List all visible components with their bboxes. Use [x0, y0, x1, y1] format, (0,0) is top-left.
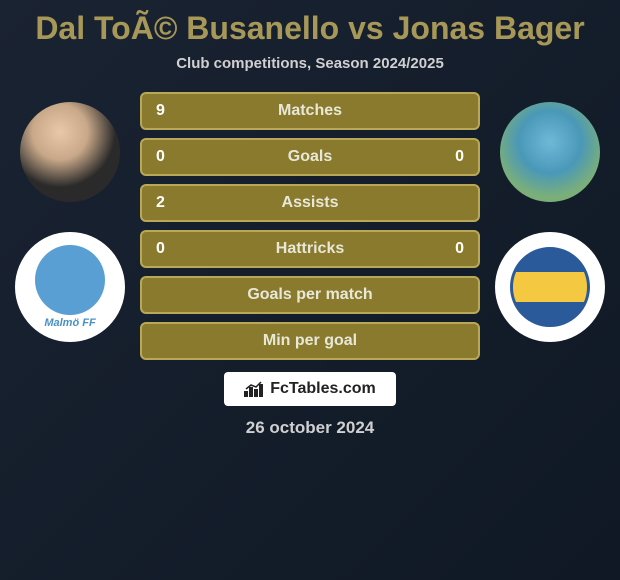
- page-title: Dal ToÃ© Busanello vs Jonas Bager: [0, 10, 620, 47]
- stats-column: 9 Matches 0 Goals 0 2 Assists 0 Hattrick…: [140, 92, 480, 360]
- stat-left-value: 2: [156, 194, 176, 212]
- chart-icon: [244, 381, 264, 397]
- content-area: Malmö FF 9 Matches 0 Goals 0 2 Assists 0…: [0, 92, 620, 360]
- date-text: 26 october 2024: [246, 418, 375, 438]
- stat-right-value: 0: [444, 148, 464, 166]
- player1-avatar: [20, 102, 120, 202]
- stat-row-matches: 9 Matches: [140, 92, 480, 130]
- ifk-shield-icon: [510, 247, 590, 327]
- subtitle: Club competitions, Season 2024/2025: [0, 55, 620, 72]
- stat-row-gpm: Goals per match: [140, 276, 480, 314]
- left-column: Malmö FF: [10, 92, 130, 342]
- stat-label: Hattricks: [276, 240, 344, 258]
- stat-row-hattricks: 0 Hattricks 0: [140, 230, 480, 268]
- stat-left-value: 0: [156, 148, 176, 166]
- stat-label: Min per goal: [263, 332, 357, 350]
- stat-label: Goals: [288, 148, 332, 166]
- malmo-shield-icon: [35, 245, 105, 315]
- malmo-label: Malmö FF: [44, 317, 95, 329]
- brand-badge: FcTables.com: [224, 372, 396, 406]
- stat-row-assists: 2 Assists: [140, 184, 480, 222]
- player1-club-logo: Malmö FF: [15, 232, 125, 342]
- comparison-card: Dal ToÃ© Busanello vs Jonas Bager Club c…: [0, 0, 620, 580]
- stat-label: Matches: [278, 102, 342, 120]
- stat-right-value: 0: [444, 240, 464, 258]
- stat-left-value: 9: [156, 102, 176, 120]
- footer: FcTables.com 26 october 2024: [0, 372, 620, 438]
- stat-label: Assists: [282, 194, 339, 212]
- stat-label: Goals per match: [247, 286, 372, 304]
- stat-row-mpg: Min per goal: [140, 322, 480, 360]
- player2-club-logo: [495, 232, 605, 342]
- player2-avatar: [500, 102, 600, 202]
- brand-text: FcTables.com: [270, 380, 376, 398]
- stat-row-goals: 0 Goals 0: [140, 138, 480, 176]
- right-column: [490, 92, 610, 342]
- stat-left-value: 0: [156, 240, 176, 258]
